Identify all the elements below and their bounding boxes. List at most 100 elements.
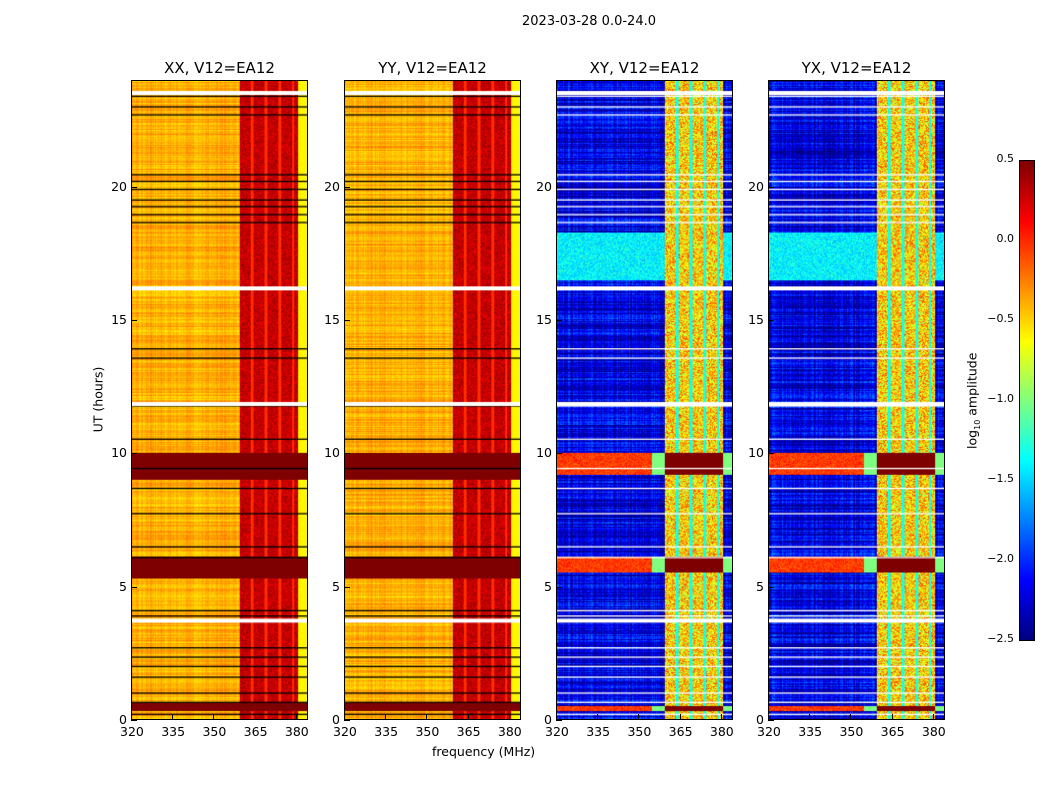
y-tick-mark [768,320,774,321]
y-tick-label: 0 [332,712,340,727]
x-tick-label: 320 [545,724,569,739]
x-tick-mark [385,714,387,720]
y-tick-mark [131,586,137,588]
x-tick-label: 380 [497,724,522,739]
x-tick-label: 365 [880,724,905,739]
y-tick-label: 0 [544,712,552,727]
y-tick-label: 5 [756,578,764,594]
x-tick-mark [809,714,811,720]
x-tick-label: 335 [161,724,186,739]
y-tick-mark [344,586,350,588]
x-tick-label: 335 [374,724,399,739]
y-tick-mark [344,720,350,721]
colorbar-tick-label: 0.0 [996,232,1015,245]
x-tick-label: 380 [921,724,946,739]
x-tick-label: 320 [120,724,144,739]
y-tick-label: 10 [111,445,127,461]
heatmap-cells [769,81,944,719]
x-tick-label: 320 [757,724,781,739]
colorbar-tick-label: −1.5 [987,472,1014,485]
panel-title: YY, V12=EA12 [378,59,487,77]
x-tick-label: 350 [202,724,227,739]
heatmap-cells [345,81,520,719]
colorbar-tick-label: −2.5 [987,632,1014,645]
x-tick-label: 365 [243,724,268,739]
y-tick-mark [556,186,562,188]
x-tick-mark [597,714,599,720]
x-tick-label: 365 [456,724,481,739]
colorbar-tick-label: −0.5 [987,312,1014,325]
y-tick-mark [768,586,774,588]
y-tick-mark [131,720,137,721]
x-tick-mark [891,714,893,720]
y-tick-mark [344,453,350,455]
heatmap-panel [131,80,308,720]
y-tick-mark [131,320,137,321]
colorbar-label-suffix: amplitude [964,352,980,420]
y-tick-label: 15 [536,312,552,327]
x-tick-mark [213,714,215,720]
y-tick-mark [768,720,774,721]
y-tick-label: 5 [119,578,127,594]
y-tick-label: 0 [119,712,127,727]
y-tick-label: 10 [748,445,764,461]
panel-title: XX, V12=EA12 [164,59,275,77]
x-tick-mark [932,714,934,720]
y-tick-label: 15 [324,312,340,327]
colorbar-label-sub: 10 [972,419,982,430]
y-tick-mark [768,186,774,188]
y-tick-label: 15 [111,312,127,327]
x-tick-label: 320 [333,724,357,739]
colorbar-tick-label: −1.0 [987,392,1014,405]
x-tick-mark [426,714,428,720]
x-tick-mark [344,714,345,720]
panel-title: YX, V12=EA12 [801,59,912,77]
y-tick-label: 20 [111,178,127,194]
x-tick-mark [679,714,681,720]
y-tick-label: 20 [324,178,340,194]
x-tick-mark [768,714,769,720]
heatmap-panel [344,80,521,720]
colorbar-label-log: log [964,429,980,449]
x-tick-label: 380 [284,724,309,739]
x-tick-label: 365 [668,724,693,739]
y-tick-label: 0 [756,712,764,727]
colorbar-gradient [1020,161,1034,640]
y-tick-mark [131,186,137,188]
figure-title: 2023-03-28 0.0-24.0 [522,14,656,29]
y-tick-label: 15 [748,312,764,327]
y-tick-label: 20 [536,178,552,194]
panel-title: XY, V12=EA12 [589,59,700,77]
y-tick-mark [768,453,774,455]
y-tick-label: 5 [544,578,552,594]
x-tick-mark [131,714,132,720]
colorbar-tick-label: −2.0 [987,552,1014,565]
y-tick-mark [556,720,562,721]
x-tick-label: 335 [798,724,823,739]
y-tick-label: 10 [324,445,340,461]
x-tick-mark [254,714,256,720]
x-tick-mark [720,714,722,720]
heatmap-cells [132,81,307,719]
y-tick-mark [556,453,562,455]
colorbar-label: log10 amplitude [964,346,982,456]
y-tick-mark [344,320,350,321]
x-tick-mark [467,714,469,720]
x-axis-label: frequency (MHz) [432,744,536,759]
x-tick-label: 350 [627,724,652,739]
colorbar-tick-label: 0.5 [996,152,1015,165]
heatmap-panel [768,80,945,720]
x-tick-label: 350 [839,724,864,739]
y-axis-label: UT (hours) [90,366,106,433]
x-tick-mark [295,714,297,720]
y-tick-mark [556,586,562,588]
y-tick-label: 20 [748,178,764,194]
y-tick-mark [556,320,562,321]
y-tick-mark [344,186,350,188]
x-tick-label: 350 [415,724,440,739]
x-tick-mark [850,714,852,720]
y-tick-label: 10 [536,445,552,461]
x-tick-label: 380 [709,724,734,739]
x-tick-label: 335 [586,724,611,739]
